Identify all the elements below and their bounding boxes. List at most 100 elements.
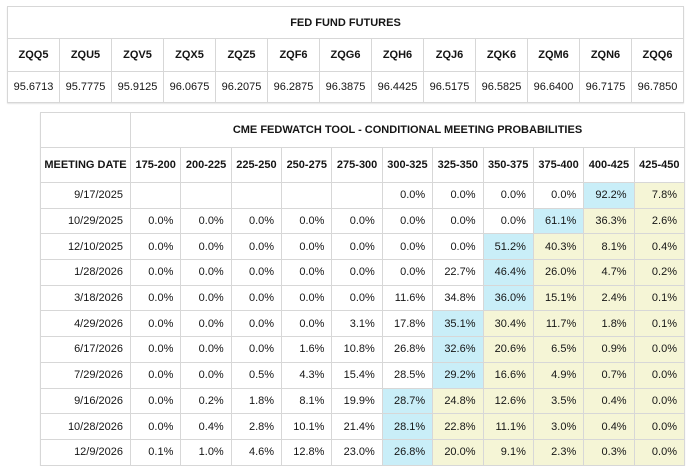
probability-cell: 4.9% (532, 361, 585, 389)
probability-cell: 0.0% (331, 207, 383, 235)
probability-cell: 34.8% (432, 284, 484, 312)
probability-cell: 8.1% (281, 387, 333, 415)
probability-cell: 2.4% (583, 284, 635, 312)
probability-cell: 12.8% (281, 438, 333, 466)
probability-cell: 46.4% (482, 259, 534, 286)
probability-cell: 0.0% (230, 259, 283, 286)
probability-cell: 92.2% (583, 182, 635, 209)
probability-cell: 9.1% (482, 438, 534, 466)
futures-price-cell: 95.6713 (7, 71, 60, 103)
probability-cell (281, 182, 333, 209)
probability-cell: 7.8% (633, 182, 686, 209)
probability-cell: 0.0% (281, 310, 333, 338)
rate-range-header: 225-250 (230, 147, 283, 183)
meeting-row: 10/28/2026 0.0% 0.4% 2.8% 10.1% 21.4% 28.1% 22.… (40, 413, 686, 440)
probability-cell: 20.0% (432, 438, 484, 466)
futures-price-cell: 96.3875 (319, 71, 372, 103)
probability-cell: 0.2% (180, 387, 232, 415)
futures-ticker-row: ZQQ5 ZQU5 ZQV5 ZQX5 ZQZ5 ZQF6 ZQG6 ZQH6 ZQJ6 ZQK6… (7, 38, 684, 72)
probability-cell: 29.2% (432, 361, 484, 389)
futures-ticker-header: ZQG6 (319, 38, 372, 72)
probability-cell: 0.0% (281, 259, 333, 286)
meeting-date-cell: 10/29/2025 (40, 207, 131, 235)
probability-cell: 0.0% (381, 259, 434, 286)
probability-cell: 0.0% (129, 207, 182, 235)
probability-cell: 0.0% (381, 233, 434, 261)
futures-ticker-header: ZQM6 (527, 38, 580, 72)
probability-cell: 0.4% (180, 413, 232, 440)
probability-cell: 28.5% (381, 361, 434, 389)
probability-cell: 0.0% (482, 182, 534, 209)
probability-cell: 2.6% (633, 207, 686, 235)
futures-ticker-header: ZQF6 (267, 38, 320, 72)
futures-price-cell: 96.5175 (423, 71, 476, 103)
probability-cell: 51.2% (482, 233, 534, 261)
futures-price-cell: 96.7175 (579, 71, 632, 103)
futures-ticker-header: ZQJ6 (423, 38, 476, 72)
futures-ticker-header: ZQV5 (111, 38, 164, 72)
probability-cell: 0.0% (180, 233, 232, 261)
fedwatch-header-row: MEETING DATE 175-200 200-225 225-250 250-27… (40, 147, 686, 183)
futures-ticker-header: ZQQ6 (631, 38, 684, 72)
probability-cell: 4.7% (583, 259, 635, 286)
probability-cell: 0.0% (180, 336, 232, 363)
rate-range-header: 175-200 (129, 147, 182, 183)
probability-cell: 24.8% (432, 387, 484, 415)
meeting-row: 9/17/2025 0.0% 0.0% 0.0% 0.0% 92.2% 7.8% (40, 182, 686, 209)
probability-cell: 28.1% (381, 413, 434, 440)
probability-cell: 0.0% (230, 233, 283, 261)
probability-cell: 0.0% (129, 413, 182, 440)
probability-cell: 0.0% (331, 259, 383, 286)
probability-cell: 0.0% (281, 233, 333, 261)
probability-cell: 11.1% (482, 413, 534, 440)
rate-range-header: 300-325 (381, 147, 434, 183)
probability-cell: 61.1% (532, 207, 585, 235)
probability-cell: 0.0% (180, 207, 232, 235)
probability-cell: 0.1% (129, 438, 182, 466)
probability-cell: 0.0% (331, 284, 383, 312)
probability-cell: 0.0% (230, 207, 283, 235)
probability-cell: 4.3% (281, 361, 333, 389)
probability-cell: 0.0% (180, 284, 232, 312)
probability-cell: 21.4% (331, 413, 383, 440)
meeting-date-cell: 6/17/2026 (40, 336, 131, 363)
probability-cell: 0.3% (583, 438, 635, 466)
probability-cell: 0.0% (432, 233, 484, 261)
meeting-date-cell: 7/29/2026 (40, 361, 131, 389)
meeting-date-cell: 12/10/2025 (40, 233, 131, 261)
meeting-date-cell: 12/9/2026 (40, 438, 131, 466)
probability-cell: 8.1% (583, 233, 635, 261)
probability-cell: 4.6% (230, 438, 283, 466)
futures-ticker-header: ZQZ5 (215, 38, 268, 72)
probability-cell: 0.0% (633, 413, 686, 440)
rate-range-header: 200-225 (180, 147, 232, 183)
rate-range-header: 325-350 (432, 147, 484, 183)
meeting-row: 7/29/2026 0.0% 0.0% 0.5% 4.3% 15.4% 28.5% 29.2%… (40, 361, 686, 389)
probability-cell: 3.0% (532, 413, 585, 440)
probability-cell (331, 182, 383, 209)
meeting-row: 6/17/2026 0.0% 0.0% 0.0% 1.6% 10.8% 26.8% 32.6%… (40, 336, 686, 363)
probability-cell: 10.8% (331, 336, 383, 363)
probability-cell: 3.1% (331, 310, 383, 338)
probability-cell: 36.3% (583, 207, 635, 235)
probability-cell: 0.0% (331, 233, 383, 261)
rate-range-header: 400-425 (583, 147, 635, 183)
probability-cell: 0.2% (633, 259, 686, 286)
futures-ticker-header: ZQN6 (579, 38, 632, 72)
futures-title-row: FED FUND FUTURES (7, 6, 684, 39)
probability-cell: 32.6% (432, 336, 484, 363)
probability-cell: 0.4% (633, 233, 686, 261)
probability-cell: 22.8% (432, 413, 484, 440)
probability-cell: 0.0% (633, 361, 686, 389)
probability-cell: 0.0% (532, 182, 585, 209)
rate-range-header: 375-400 (532, 147, 585, 183)
probability-cell: 0.0% (129, 284, 182, 312)
probability-cell: 1.8% (230, 387, 283, 415)
futures-price-cell: 96.0675 (163, 71, 216, 103)
meeting-date-cell: 9/16/2026 (40, 387, 131, 415)
probability-cell: 0.0% (129, 310, 182, 338)
probability-cell: 1.8% (583, 310, 635, 338)
probability-cell: 0.0% (482, 207, 534, 235)
futures-ticker-header: ZQU5 (59, 38, 112, 72)
probability-cell: 2.8% (230, 413, 283, 440)
